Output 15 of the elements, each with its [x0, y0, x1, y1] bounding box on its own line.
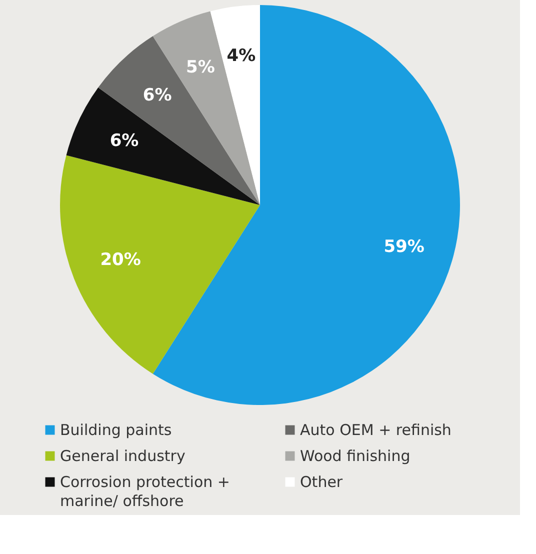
legend-label: Corrosion protection + marine/ offshore — [60, 473, 230, 510]
legend-label: Other — [300, 473, 344, 491]
data-label: 6% — [110, 131, 139, 152]
legend-label: Auto OEM + refinish — [300, 421, 452, 439]
data-label: 20% — [100, 250, 141, 270]
data-label: 6% — [142, 86, 172, 106]
data-label: 5% — [186, 57, 215, 78]
data-label: 4% — [226, 46, 256, 66]
data-label: 59% — [384, 236, 424, 257]
legend-label: Wood finishing — [300, 447, 410, 465]
pie-slice — [98, 36, 260, 205]
legend-label: Building paints — [60, 421, 172, 439]
pie-slice — [66, 87, 260, 205]
legend-label: General industry — [60, 447, 186, 465]
pie-slice — [60, 155, 260, 374]
